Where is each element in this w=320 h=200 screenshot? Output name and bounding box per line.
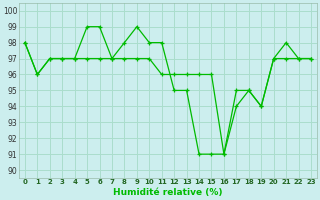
X-axis label: Humidité relative (%): Humidité relative (%) xyxy=(113,188,223,197)
